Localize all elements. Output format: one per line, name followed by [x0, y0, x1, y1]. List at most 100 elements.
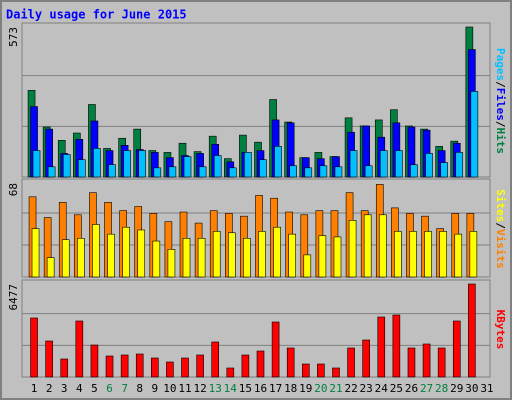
bar: [229, 167, 237, 178]
legend-entry: Sites: [494, 189, 507, 222]
bar: [440, 162, 448, 178]
legend-entry: Hits: [494, 128, 507, 155]
x-tick-label: 7: [121, 382, 128, 395]
bar: [349, 150, 358, 178]
bar: [377, 316, 386, 378]
bar: [213, 155, 222, 178]
bar: [183, 156, 192, 178]
bar: [333, 236, 342, 278]
bar: [138, 150, 147, 178]
bar: [317, 363, 325, 378]
bar: [455, 152, 464, 178]
bar: [181, 357, 189, 378]
chart-title: Daily usage for June 2015: [6, 8, 187, 22]
legend-entry: Pages: [494, 48, 507, 81]
x-tick-label: 5: [91, 382, 98, 395]
bar: [454, 233, 463, 278]
y-tick-label: 573: [7, 27, 20, 47]
bar: [135, 353, 144, 378]
x-tick-label: 18: [284, 382, 297, 395]
bar: [61, 239, 70, 278]
bar: [347, 347, 355, 378]
bar: [410, 164, 418, 178]
bar: [62, 154, 71, 178]
x-tick-label: 14: [224, 382, 238, 395]
x-tick-label: 9: [152, 382, 159, 395]
bar: [243, 237, 251, 278]
x-tick-label: 13: [209, 382, 222, 395]
x-tick-label: 8: [136, 382, 143, 395]
bar: [424, 231, 432, 278]
x-tick-label: 12: [193, 382, 206, 395]
bar: [198, 166, 207, 178]
bar: [470, 91, 479, 178]
bar: [318, 235, 327, 278]
bar: [212, 231, 221, 278]
x-tick-label: 11: [178, 382, 191, 395]
bar: [211, 341, 220, 378]
legend: KBytes: [494, 310, 507, 350]
x-tick-label: 2: [46, 382, 53, 395]
bar: [226, 367, 235, 378]
bar: [422, 343, 431, 378]
bar: [363, 214, 372, 278]
bar: [108, 164, 116, 178]
bar: [122, 226, 130, 278]
bar: [196, 354, 204, 378]
bar: [166, 361, 174, 378]
bar: [93, 148, 101, 178]
legend-entry: Files: [494, 88, 507, 121]
x-tick-label: 23: [360, 382, 373, 395]
bar: [45, 340, 53, 378]
bar: [289, 165, 297, 178]
bar: [47, 166, 56, 178]
bar: [90, 344, 99, 378]
x-tick-label: 29: [450, 382, 463, 395]
x-tick-label: 21: [329, 382, 342, 395]
bar: [395, 150, 403, 178]
bar: [334, 166, 343, 178]
x-tick-label: 17: [269, 382, 282, 395]
bar: [60, 358, 69, 378]
bar: [168, 166, 177, 178]
bar: [452, 320, 461, 378]
bar: [197, 237, 206, 278]
x-tick-label: 31: [480, 382, 493, 395]
x-tick-label: 15: [239, 382, 252, 395]
bar: [378, 214, 387, 278]
bar: [75, 320, 84, 378]
bar: [303, 254, 312, 278]
bar: [46, 257, 55, 278]
x-tick-label: 1: [31, 382, 38, 395]
bar: [241, 354, 250, 378]
x-tick-label: 24: [375, 382, 389, 395]
x-tick-label: 22: [344, 382, 357, 395]
bar: [286, 347, 295, 378]
bar: [123, 150, 131, 178]
x-tick-label: 3: [61, 382, 68, 395]
bar: [362, 339, 370, 378]
x-tick-label: 28: [435, 382, 448, 395]
x-tick-label: 30: [465, 382, 478, 395]
bar: [78, 159, 86, 178]
bar: [469, 231, 478, 278]
bar: [379, 150, 388, 178]
bar: [319, 165, 328, 178]
bar: [30, 317, 38, 378]
x-tick-label: 10: [163, 382, 176, 395]
bar: [468, 283, 476, 378]
x-tick-label: 16: [254, 382, 267, 395]
bar: [273, 226, 281, 278]
x-tick-label: 25: [390, 382, 403, 395]
x-tick-label: 6: [106, 382, 113, 395]
bar: [394, 231, 402, 278]
bar: [182, 237, 191, 278]
bar: [153, 167, 162, 178]
bar: [167, 249, 176, 278]
bar: [301, 363, 310, 378]
bar: [348, 220, 357, 278]
legend-separator: /: [494, 121, 507, 128]
bar: [409, 231, 417, 278]
